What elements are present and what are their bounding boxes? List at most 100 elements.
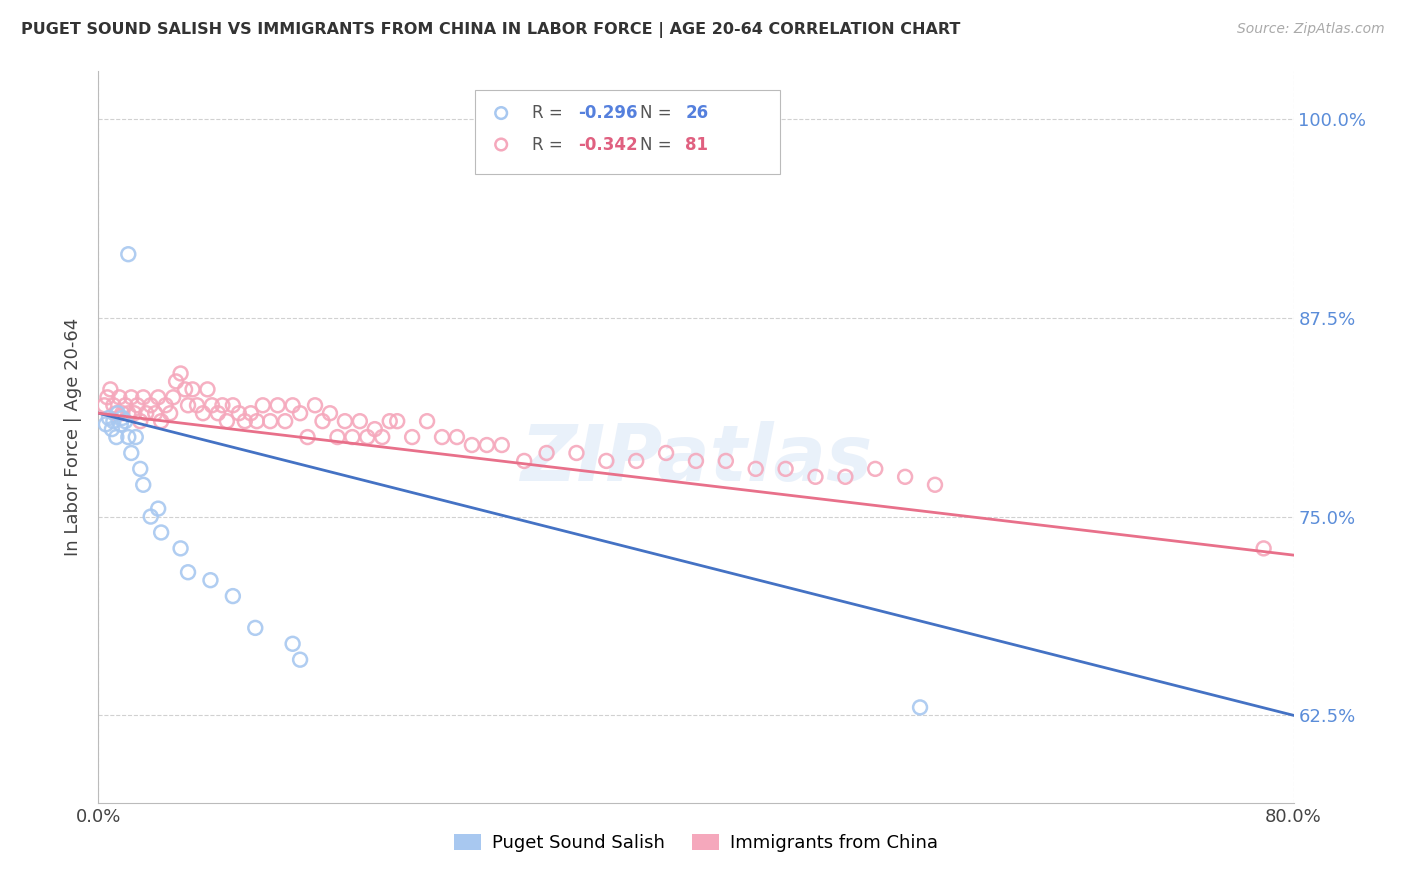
- Point: [565, 446, 588, 460]
- Point: [132, 477, 155, 491]
- Point: [491, 438, 513, 452]
- Point: [274, 414, 297, 428]
- Y-axis label: In Labor Force | Age 20-64: In Labor Force | Age 20-64: [65, 318, 83, 557]
- Point: [259, 414, 281, 428]
- Point: [385, 414, 409, 428]
- Point: [626, 454, 648, 468]
- Point: [107, 406, 129, 420]
- Point: [233, 414, 256, 428]
- Point: [775, 462, 797, 476]
- Point: [103, 398, 125, 412]
- Point: [319, 406, 342, 420]
- Point: [834, 470, 856, 484]
- Point: [105, 430, 128, 444]
- Point: [326, 430, 349, 444]
- Point: [101, 422, 124, 436]
- Point: [174, 383, 197, 397]
- Point: [228, 406, 250, 420]
- Point: [356, 430, 378, 444]
- Point: [685, 454, 707, 468]
- Point: [135, 406, 157, 420]
- Point: [127, 398, 149, 412]
- Point: [111, 406, 134, 420]
- Point: [120, 390, 142, 404]
- Legend: Puget Sound Salish, Immigrants from China: Puget Sound Salish, Immigrants from Chin…: [447, 827, 945, 860]
- Point: [177, 566, 200, 580]
- Point: [97, 411, 120, 425]
- Point: [143, 406, 166, 420]
- Point: [177, 398, 200, 412]
- Point: [655, 446, 678, 460]
- Point: [124, 406, 146, 420]
- Point: [110, 417, 132, 432]
- Point: [894, 470, 917, 484]
- Point: [513, 454, 536, 468]
- Point: [1253, 541, 1275, 556]
- Point: [252, 398, 274, 412]
- Point: [304, 398, 326, 412]
- Text: -0.342: -0.342: [578, 136, 637, 153]
- Point: [246, 414, 269, 428]
- Point: [94, 417, 117, 432]
- Point: [342, 430, 364, 444]
- Point: [129, 414, 152, 428]
- Text: -0.296: -0.296: [578, 104, 637, 122]
- Point: [207, 406, 229, 420]
- Point: [211, 398, 233, 412]
- Point: [186, 398, 208, 412]
- Point: [181, 383, 204, 397]
- FancyBboxPatch shape: [475, 90, 780, 174]
- Point: [245, 621, 267, 635]
- Point: [103, 414, 125, 428]
- Point: [288, 406, 311, 420]
- Point: [200, 573, 222, 587]
- Point: [924, 477, 946, 491]
- Point: [865, 462, 887, 476]
- Point: [222, 398, 245, 412]
- Point: [215, 414, 238, 428]
- Point: [239, 406, 262, 420]
- Point: [201, 398, 224, 412]
- Text: R =: R =: [533, 136, 568, 153]
- Point: [475, 438, 498, 452]
- Point: [197, 383, 219, 397]
- Point: [222, 589, 245, 603]
- Point: [114, 398, 136, 412]
- Point: [297, 430, 319, 444]
- Point: [105, 406, 128, 420]
- Point: [125, 430, 148, 444]
- Point: [111, 411, 134, 425]
- Point: [165, 375, 187, 389]
- Text: 26: 26: [685, 104, 709, 122]
- Point: [378, 414, 401, 428]
- Text: N =: N =: [640, 136, 676, 153]
- Point: [132, 390, 155, 404]
- Point: [117, 430, 139, 444]
- Point: [139, 398, 162, 412]
- Point: [150, 414, 173, 428]
- Point: [591, 271, 613, 285]
- Point: [804, 470, 827, 484]
- Text: Source: ZipAtlas.com: Source: ZipAtlas.com: [1237, 22, 1385, 37]
- Text: R =: R =: [533, 104, 568, 122]
- Point: [281, 398, 304, 412]
- Point: [117, 406, 139, 420]
- Point: [714, 454, 737, 468]
- Point: [191, 406, 214, 420]
- Text: 81: 81: [685, 136, 709, 153]
- Point: [162, 390, 184, 404]
- Point: [169, 541, 191, 556]
- Point: [288, 653, 311, 667]
- Point: [96, 390, 118, 404]
- Point: [311, 414, 333, 428]
- Point: [591, 202, 613, 217]
- Text: ZIPatlas: ZIPatlas: [520, 421, 872, 497]
- Point: [401, 430, 423, 444]
- Point: [281, 637, 304, 651]
- Point: [461, 438, 484, 452]
- Point: [129, 462, 152, 476]
- Point: [148, 390, 170, 404]
- Point: [150, 525, 173, 540]
- Point: [120, 446, 142, 460]
- Point: [169, 367, 191, 381]
